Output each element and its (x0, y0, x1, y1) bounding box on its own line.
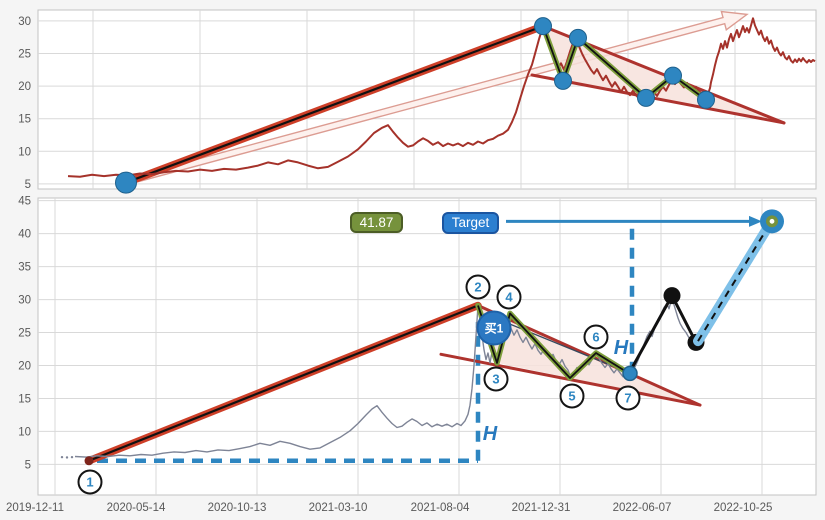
setup-chart-bottom-uptrend-core (88, 304, 479, 462)
context-chart-top-y-tick-label: 20 (18, 81, 31, 93)
setup-chart-bottom-x-tick-label: 2020-05-14 (107, 502, 166, 514)
setup-chart-bottom-x-tick-label: 2021-08-04 (411, 502, 470, 514)
pivot-marker-5[interactable]: 5 (559, 383, 585, 409)
setup-chart-bottom-y-tick-label: 45 (18, 196, 31, 208)
setup-chart-bottom-x-tick-label: 2021-03-10 (309, 502, 368, 514)
context-chart-top-price-line (67, 17, 816, 178)
measured-move-value-box[interactable]: 41.87 (350, 212, 403, 233)
setup-chart-bottom-y-tick-label: 35 (18, 262, 31, 274)
context-chart-top-pivot-dot[interactable] (697, 90, 715, 109)
setup-chart-bottom-y-tick-label: 20 (18, 361, 31, 373)
trend-start-dot[interactable] (115, 171, 137, 194)
target-label-box[interactable]: Target (442, 212, 499, 234)
context-chart-top-y-tick-label: 5 (25, 179, 31, 191)
target-dot-center (769, 218, 775, 224)
pivot-marker-4[interactable]: 4 (496, 284, 522, 310)
rally-dot[interactable] (663, 287, 681, 305)
pivot-marker-2[interactable]: 2 (465, 274, 491, 300)
target-label: Target (451, 215, 490, 231)
context-chart-top-pivot-dot[interactable] (534, 17, 552, 36)
setup-chart-bottom-y-tick-label: 15 (18, 393, 31, 405)
setup-chart-bottom-panel (37, 197, 817, 496)
target-arrowhead (749, 215, 762, 227)
buy-signal-text: 买1 (484, 321, 504, 335)
context-chart-top-pivot-dot[interactable] (664, 66, 682, 85)
setup-chart-bottom-zigzag-core (477, 305, 630, 379)
context-chart-top-y-tick-label: 30 (18, 16, 31, 28)
setup-chart-bottom-y-tick-label: 25 (18, 328, 31, 340)
buy-signal-badge[interactable]: 买1 (476, 310, 512, 346)
setup-chart-bottom-y-tick-label: 40 (18, 229, 31, 241)
setup-chart-bottom-price-lead-dot (60, 455, 64, 459)
pivot-marker-6[interactable]: 6 (583, 324, 609, 350)
trend-start-cap (84, 456, 94, 466)
context-chart-top-uptrend-core (125, 25, 544, 184)
setup-chart-bottom-x-tick-label: 2022-10-25 (714, 502, 773, 514)
setup-chart-bottom-y-tick-label: 5 (25, 459, 31, 471)
setup-chart-bottom-x-tick-label: 2022-06-07 (613, 502, 672, 514)
context-chart-top-pivot-dot[interactable] (554, 71, 572, 90)
setup-chart-bottom-price-lead-dot (65, 456, 69, 459)
setup-chart-bottom-y-tick-label: 30 (18, 295, 31, 307)
context-chart-top-y-tick-label: 10 (18, 146, 31, 158)
setup-chart-bottom-x-tick-label: 2021-12-31 (512, 502, 571, 514)
setup-chart-bottom-y-tick-label: 10 (18, 426, 31, 438)
context-chart-top-y-tick-label: 15 (18, 114, 31, 126)
context-chart-top-pivot-dot[interactable] (637, 88, 655, 107)
height-label-left[interactable]: H (482, 423, 498, 445)
context-chart-top-y-tick-label: 25 (18, 49, 31, 61)
breakout-pivot-dot[interactable] (622, 365, 638, 382)
context-chart-top-pivot-dot[interactable] (569, 28, 587, 47)
pivot-marker-1[interactable]: 1 (77, 469, 103, 495)
measured-move-value: 41.87 (359, 214, 394, 230)
pivot-marker-7[interactable]: 7 (615, 385, 641, 411)
context-chart-top-wedge-lower-line[interactable] (530, 73, 786, 125)
setup-chart-bottom-x-tick-label: 2019-12-11 (6, 502, 64, 514)
setup-chart-bottom-price-lead-dot (70, 455, 74, 459)
height-label-right[interactable]: H (613, 337, 629, 359)
pivot-marker-3[interactable]: 3 (483, 366, 509, 392)
setup-chart-bottom-x-tick-label: 2020-10-13 (208, 502, 267, 514)
projection-band-dash (697, 223, 771, 342)
